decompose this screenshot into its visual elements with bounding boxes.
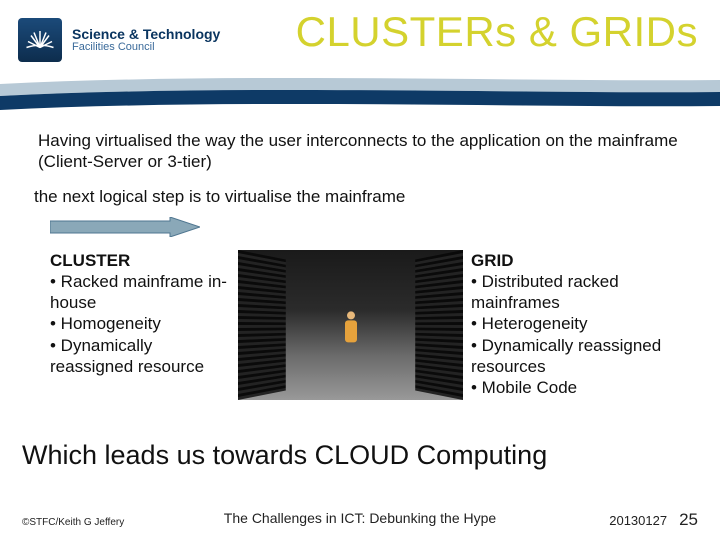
bullet-item: • Distributed racked mainframes: [471, 271, 671, 314]
logo-line1: Science & Technology: [72, 27, 220, 42]
grid-column: GRID • Distributed racked mainframes• He…: [471, 250, 671, 399]
bullet-item: • Homogeneity: [50, 313, 238, 334]
copyright: ©STFC/Keith G Jeffery: [22, 517, 124, 528]
bullet-item: • Racked mainframe in-house: [50, 271, 238, 314]
cluster-bullets: • Racked mainframe in-house• Homogeneity…: [50, 271, 238, 377]
bullet-item: • Dynamically reassigned resource: [50, 335, 238, 378]
page-number: 25: [679, 510, 698, 530]
cluster-column: CLUSTER • Racked mainframe in-house• Hom…: [50, 250, 238, 378]
slide-footer: ©STFC/Keith G Jeffery The Challenges in …: [0, 510, 720, 530]
logo-line2: Facilities Council: [72, 42, 220, 54]
sun-rays-icon: [18, 18, 62, 62]
arrow-graphic: [50, 217, 682, 242]
header-swoosh: [0, 78, 720, 118]
cluster-heading: CLUSTER: [50, 250, 238, 271]
bullet-item: • Mobile Code: [471, 377, 671, 398]
person-silhouette-icon: [344, 311, 358, 345]
logo-text: Science & Technology Facilities Council: [72, 27, 220, 53]
bullet-item: • Dynamically reassigned resources: [471, 335, 671, 378]
intro-paragraph-2: the next logical step is to virtualise t…: [34, 187, 682, 207]
footer-date: 20130127: [609, 513, 667, 528]
grid-heading: GRID: [471, 250, 671, 271]
conclusion-text: Which leads us towards CLOUD Computing: [22, 440, 702, 471]
slide-body: Having virtualised the way the user inte…: [38, 130, 682, 400]
datacenter-aisle-photo: [238, 250, 463, 400]
two-column-compare: CLUSTER • Racked mainframe in-house• Hom…: [50, 250, 682, 400]
slide-title: CLUSTERs & GRIDs: [296, 8, 698, 56]
intro-paragraph-1: Having virtualised the way the user inte…: [38, 130, 682, 173]
footer-subtitle: The Challenges in ICT: Debunking the Hyp…: [224, 510, 496, 526]
grid-bullets: • Distributed racked mainframes• Heterog…: [471, 271, 671, 399]
slide-header: Science & Technology Facilities Council …: [0, 0, 720, 90]
stfc-logo: Science & Technology Facilities Council: [18, 18, 220, 62]
bullet-item: • Heterogeneity: [471, 313, 671, 334]
